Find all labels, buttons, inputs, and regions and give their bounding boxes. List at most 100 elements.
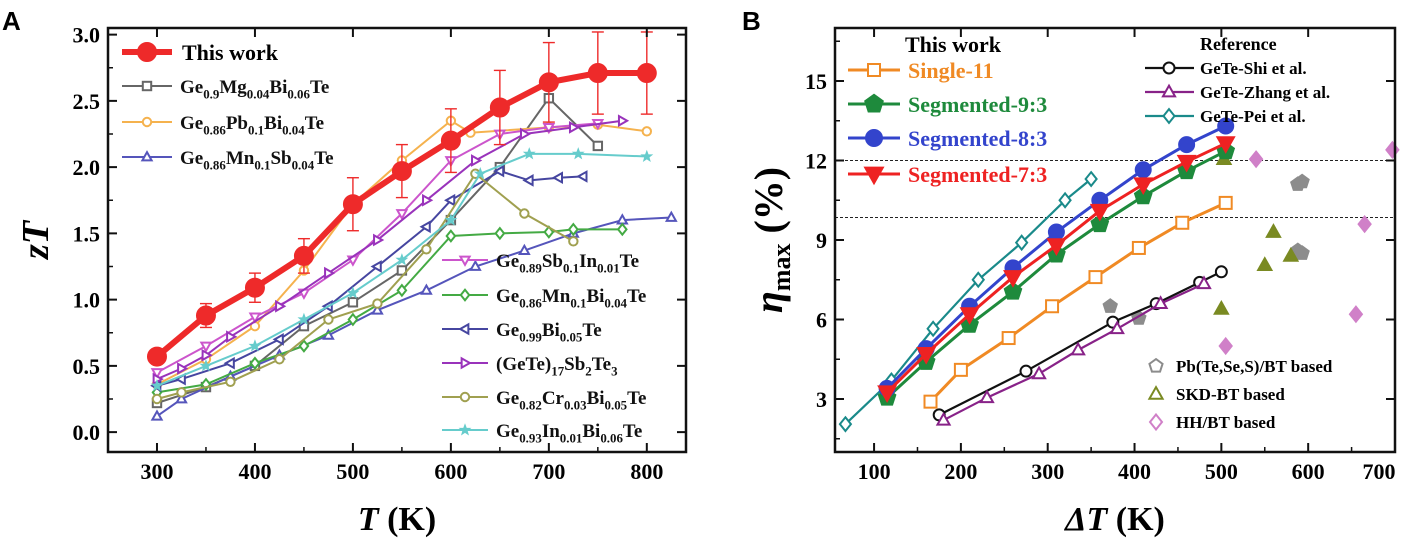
data-point <box>542 123 556 135</box>
data-point <box>916 346 937 365</box>
legend-marker <box>141 116 153 128</box>
data-point <box>1152 295 1169 309</box>
data-point <box>1109 320 1125 335</box>
scatter-point <box>1102 298 1118 313</box>
scatter-skd-bt-based <box>1213 150 1300 315</box>
data-point <box>979 389 995 404</box>
legend-item-this-work: This work <box>122 40 279 65</box>
scatter-point <box>1348 305 1364 324</box>
legend-title-reference: Reference <box>1200 34 1277 54</box>
data-point <box>519 208 530 219</box>
data-point <box>422 193 434 207</box>
series-gete-17sb2te3 <box>152 114 630 386</box>
series-segmented-7-3 <box>877 136 1236 404</box>
data-point <box>551 171 564 185</box>
x-axis-title: T (K) <box>358 501 436 538</box>
data-point <box>444 193 456 207</box>
y-tick-label: 2.5 <box>73 89 101 114</box>
data-point <box>440 130 461 151</box>
legend-marker <box>863 166 885 186</box>
legend-label: (GeTe)17Sb2Te3 <box>496 354 618 379</box>
series-line <box>156 172 574 400</box>
legend-label: Ge0.93In0.01Bi0.06Te <box>496 421 642 446</box>
legend-item-gete-pei-et-al: GeTe-Pei et al. <box>1145 107 1306 126</box>
data-point <box>489 97 510 118</box>
data-point <box>571 147 585 160</box>
legend-label: GeTe-Zhang et al. <box>1200 83 1330 102</box>
series-single-11 <box>923 195 1233 409</box>
x-tick-label: 500 <box>1205 459 1238 484</box>
data-point <box>1088 270 1103 285</box>
data-point <box>298 339 310 353</box>
legend-item-gete-shi-et-al: GeTe-Shi et al. <box>1145 59 1307 78</box>
data-point <box>347 297 359 308</box>
data-point <box>420 283 433 295</box>
data-point <box>1217 117 1235 135</box>
legend-label: GeTe-Pei et al. <box>1200 107 1306 126</box>
data-point <box>492 164 505 178</box>
data-point <box>568 121 581 134</box>
data-point <box>1176 154 1197 173</box>
legend-marker <box>1148 357 1164 373</box>
legend-label: Ge0.9Mg0.04Bi0.06Te <box>180 77 329 102</box>
data-point <box>1047 223 1065 241</box>
data-point <box>935 411 952 426</box>
legend-marker <box>1162 107 1176 125</box>
data-point <box>1214 265 1228 279</box>
y-tick-label: 15 <box>805 69 827 94</box>
data-point <box>877 385 898 404</box>
data-point <box>244 277 265 298</box>
data-point <box>1131 240 1146 255</box>
data-point <box>471 154 483 167</box>
data-point <box>370 260 382 273</box>
legend-marker <box>140 150 154 162</box>
legend-label: Ge0.82Cr0.03Bi0.05Te <box>496 388 646 413</box>
data-point <box>838 415 853 433</box>
x-tick-label: 400 <box>238 459 271 484</box>
data-point <box>543 225 555 239</box>
data-point <box>445 229 457 243</box>
legend-item-skd-bt-based: SKD-BT based <box>1147 385 1285 404</box>
data-point <box>226 330 238 344</box>
legend-label: Segmented-8:3 <box>908 126 1047 151</box>
data-point <box>150 409 164 421</box>
series-ge0-99bi0-05te <box>150 164 588 393</box>
legend-item-ge0-9mg0-04bi0-06te: Ge0.9Mg0.04Bi0.06Te <box>122 77 329 102</box>
legend-item-segmented-7-3: Segmented-7:3 <box>848 162 1047 187</box>
data-point <box>274 354 285 365</box>
y-axis-title: ηmax (%) <box>746 167 796 313</box>
legend-marker <box>1148 412 1164 432</box>
data-point <box>641 126 653 137</box>
series-gete-pei-et-al <box>838 170 1098 433</box>
data-point <box>373 233 385 247</box>
data-point <box>1031 365 1047 380</box>
scatter-point <box>1385 140 1400 160</box>
data-point <box>959 307 980 325</box>
data-point <box>195 305 216 326</box>
scatter-point <box>1256 256 1274 271</box>
scatter-point <box>1265 223 1282 238</box>
data-point <box>176 387 187 398</box>
data-point <box>248 339 262 352</box>
panel-a: A 300 400 500 600 700 800 0.0 0.5 1.0 1.5 2.0 2.5 3.… <box>2 6 688 538</box>
data-point <box>223 356 235 370</box>
y-tick-label: 3 <box>816 387 827 412</box>
scatter-point <box>1294 245 1310 260</box>
legend-marker <box>458 423 472 436</box>
data-point <box>151 393 163 405</box>
y-tick-label: 2.0 <box>73 155 101 180</box>
data-point <box>150 378 164 392</box>
data-point <box>225 376 236 387</box>
data-point <box>615 213 629 225</box>
legend-marker <box>459 288 471 302</box>
data-point <box>1014 234 1029 252</box>
data-point <box>617 114 630 128</box>
legend-marker <box>867 63 881 77</box>
scatter-point <box>1248 150 1264 169</box>
data-point <box>1175 215 1190 230</box>
data-point <box>347 312 359 327</box>
data-point <box>1090 214 1110 233</box>
x-tick-label: 300 <box>140 459 173 484</box>
data-point <box>616 222 628 237</box>
data-point <box>323 314 334 325</box>
